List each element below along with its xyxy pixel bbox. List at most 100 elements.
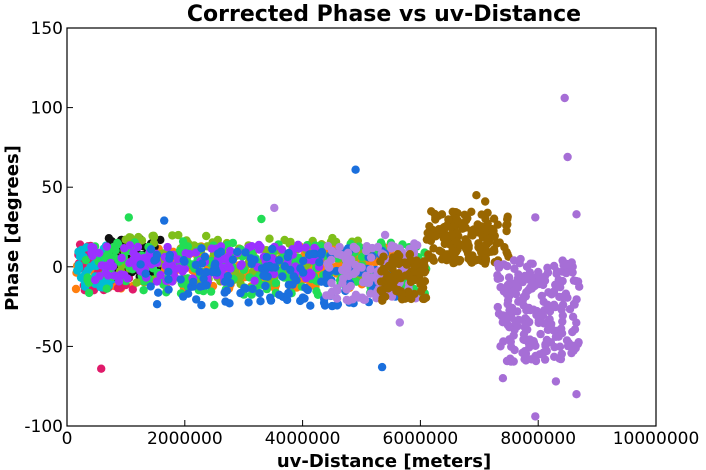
y-tick-label: -100 xyxy=(24,417,63,437)
data-point xyxy=(221,277,230,286)
data-point xyxy=(431,213,440,222)
plot-frame xyxy=(66,27,657,427)
data-point xyxy=(498,374,508,383)
data-point xyxy=(296,296,305,306)
data-point xyxy=(502,221,511,230)
data-point xyxy=(299,256,308,266)
data-point xyxy=(210,300,219,310)
data-point xyxy=(97,364,106,373)
data-point xyxy=(516,254,525,264)
data-point xyxy=(416,277,425,286)
data-point xyxy=(271,278,281,288)
data-point xyxy=(493,220,502,229)
data-point xyxy=(556,354,566,364)
data-point xyxy=(539,273,548,283)
x-tick-label: 2000000 xyxy=(147,429,223,449)
data-point xyxy=(503,261,512,271)
data-point xyxy=(362,246,371,256)
data-point xyxy=(551,377,561,386)
data-point xyxy=(570,344,579,353)
data-point xyxy=(116,270,126,279)
data-point xyxy=(327,255,336,265)
data-point xyxy=(519,292,528,302)
data-point xyxy=(317,250,326,259)
data-point xyxy=(236,272,245,281)
data-point xyxy=(493,302,502,312)
data-point xyxy=(376,277,386,286)
data-point xyxy=(160,216,169,225)
data-point xyxy=(307,270,316,279)
data-point xyxy=(222,286,232,295)
data-point xyxy=(208,267,217,277)
data-point xyxy=(418,294,428,304)
data-point xyxy=(226,246,235,256)
data-point xyxy=(358,278,368,287)
data-point xyxy=(562,268,571,278)
data-point xyxy=(572,390,581,399)
data-point xyxy=(447,230,457,240)
data-point xyxy=(377,362,387,372)
data-point xyxy=(179,256,188,265)
data-point xyxy=(503,299,512,309)
data-point xyxy=(368,273,378,282)
data-point xyxy=(555,292,564,302)
data-point xyxy=(244,298,253,307)
data-point xyxy=(525,317,534,327)
data-point xyxy=(453,216,463,225)
data-point xyxy=(178,237,188,246)
data-point xyxy=(357,263,366,272)
data-point xyxy=(168,231,177,240)
data-point xyxy=(324,262,333,271)
data-point xyxy=(213,249,223,258)
data-point xyxy=(87,242,96,252)
data-point xyxy=(196,282,205,291)
data-point xyxy=(154,288,163,297)
data-point xyxy=(534,279,543,289)
data-point xyxy=(540,355,550,364)
data-point xyxy=(228,255,238,264)
data-point xyxy=(200,252,210,261)
data-point xyxy=(427,207,436,216)
data-point xyxy=(156,235,165,245)
data-point xyxy=(303,285,312,295)
data-point xyxy=(511,289,521,299)
data-point xyxy=(481,197,490,206)
data-point xyxy=(429,256,438,265)
data-point xyxy=(335,242,344,252)
data-point xyxy=(509,331,518,340)
data-point xyxy=(265,261,274,271)
data-point xyxy=(148,231,157,241)
data-point xyxy=(351,244,361,253)
data-point xyxy=(536,329,545,339)
data-point xyxy=(506,357,516,366)
data-point xyxy=(366,253,376,262)
data-point xyxy=(274,256,284,265)
data-point xyxy=(202,281,211,290)
data-point xyxy=(520,347,529,356)
data-point xyxy=(102,242,112,251)
data-point xyxy=(139,253,149,263)
data-point xyxy=(538,311,548,320)
data-point xyxy=(481,214,490,224)
data-point xyxy=(450,258,459,267)
data-point xyxy=(250,276,259,285)
data-point xyxy=(499,337,508,346)
data-point xyxy=(351,165,360,174)
data-point xyxy=(563,152,572,162)
data-point xyxy=(247,259,256,269)
data-point xyxy=(395,318,404,327)
data-point xyxy=(91,275,100,285)
data-point xyxy=(551,332,561,341)
data-point xyxy=(376,257,385,266)
data-point xyxy=(495,274,505,283)
data-point xyxy=(165,250,174,260)
data-point xyxy=(390,242,399,251)
data-point xyxy=(292,276,301,285)
data-point xyxy=(81,255,91,265)
data-point xyxy=(236,288,245,298)
axis-ticks: 0 2000000 4000000 6000000 8000000 10000000 150… xyxy=(24,19,699,449)
data-point xyxy=(572,210,581,219)
data-point xyxy=(467,207,476,216)
data-point xyxy=(343,248,353,257)
data-point xyxy=(323,241,333,251)
